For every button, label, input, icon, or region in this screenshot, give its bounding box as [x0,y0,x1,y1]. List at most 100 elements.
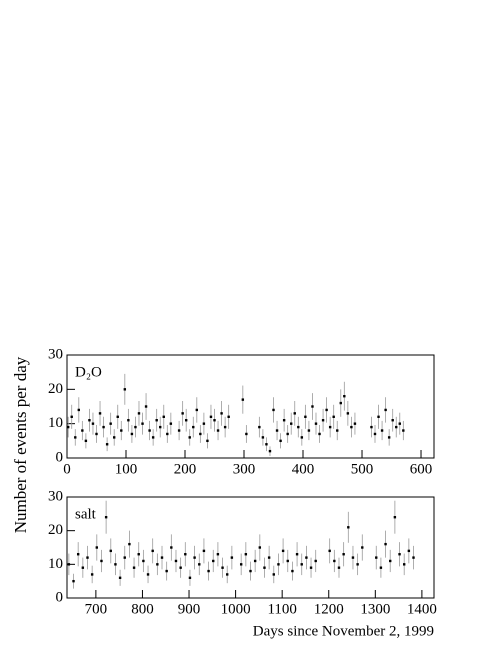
data-point [109,549,112,553]
data-point [174,559,178,563]
data-point [328,425,332,429]
data-point [216,553,220,556]
data-point [343,395,346,398]
data-point [267,556,271,559]
x-tick-label: 1000 [221,601,251,617]
data-point [212,559,215,563]
data-point [198,563,201,566]
y-tick-label: 20 [48,381,63,397]
data-point [321,419,325,422]
y-tick-label: 20 [48,522,63,538]
data-point [379,566,383,569]
data-point [195,408,199,412]
data-point [184,419,188,422]
data-point [130,432,134,436]
data-point [109,422,112,425]
data-point [202,549,206,553]
data-point [179,566,182,569]
y-tick-label: 0 [56,589,64,605]
data-point [393,516,397,519]
y-tick-label: 30 [48,488,63,504]
data-point [134,425,137,429]
data-point [318,432,321,436]
data-point [120,429,123,432]
data-point [169,422,173,425]
data-point [230,556,234,559]
data-point [86,556,89,559]
data-point [100,559,103,563]
data-point [402,563,406,566]
data-point [395,425,398,429]
data-point [398,422,401,425]
data-point [104,516,108,519]
x-tick-label: 900 [178,601,201,617]
data-point [263,566,266,569]
data-point [151,549,154,553]
y-axis-label: Number of events per day [11,356,30,533]
data-point [166,432,169,436]
data-point [351,556,355,559]
data-point [207,569,210,573]
data-point [275,429,279,432]
data-point [102,425,105,429]
data-point [346,412,350,415]
data-point [361,546,364,549]
data-point [282,419,286,422]
data-point [272,573,275,576]
y-tick-label: 10 [48,556,63,572]
data-point [332,415,335,418]
data-point [402,429,405,432]
data-point [380,429,384,432]
data-point [336,429,339,432]
data-point [72,579,75,583]
data-point [95,432,98,436]
data-point [151,436,155,439]
data-point [144,405,148,408]
data-point [206,439,209,443]
data-point [328,549,331,553]
data-point [123,556,126,559]
data-point [160,556,164,559]
x-tick-label: 1100 [267,601,296,617]
data-point [239,563,243,566]
data-point [300,436,304,439]
panel-label: salt [75,506,97,522]
data-point [84,439,88,443]
x-tick-label: 1400 [407,601,437,617]
data-point [277,563,280,566]
data-point [170,546,173,549]
data-point [297,425,300,429]
data-point [221,566,224,569]
data-point [159,425,162,429]
data-point [223,425,227,429]
data-point [261,436,265,439]
data-point [412,556,415,559]
data-point [398,553,401,556]
data-point [123,388,127,391]
data-point [66,425,70,429]
data-point [213,419,216,422]
data-point [305,556,308,559]
data-point [291,569,294,573]
data-point [244,553,248,556]
data-point [373,432,377,436]
data-point [391,419,394,422]
data-point [137,553,140,556]
data-point [95,546,99,549]
data-point [325,408,328,412]
data-point [177,429,181,432]
x-tick-label: 400 [292,461,315,477]
data-point [114,563,117,566]
data-point [279,439,282,443]
data-point [370,425,373,429]
data-point [281,549,285,553]
data-point [314,559,317,563]
data-point [387,436,391,439]
data-point [339,401,342,405]
data-point [91,422,95,425]
data-point [293,412,296,415]
x-axis-label: Days since November 2, 1999 [253,623,434,639]
data-point [165,569,168,573]
data-point [290,422,293,425]
